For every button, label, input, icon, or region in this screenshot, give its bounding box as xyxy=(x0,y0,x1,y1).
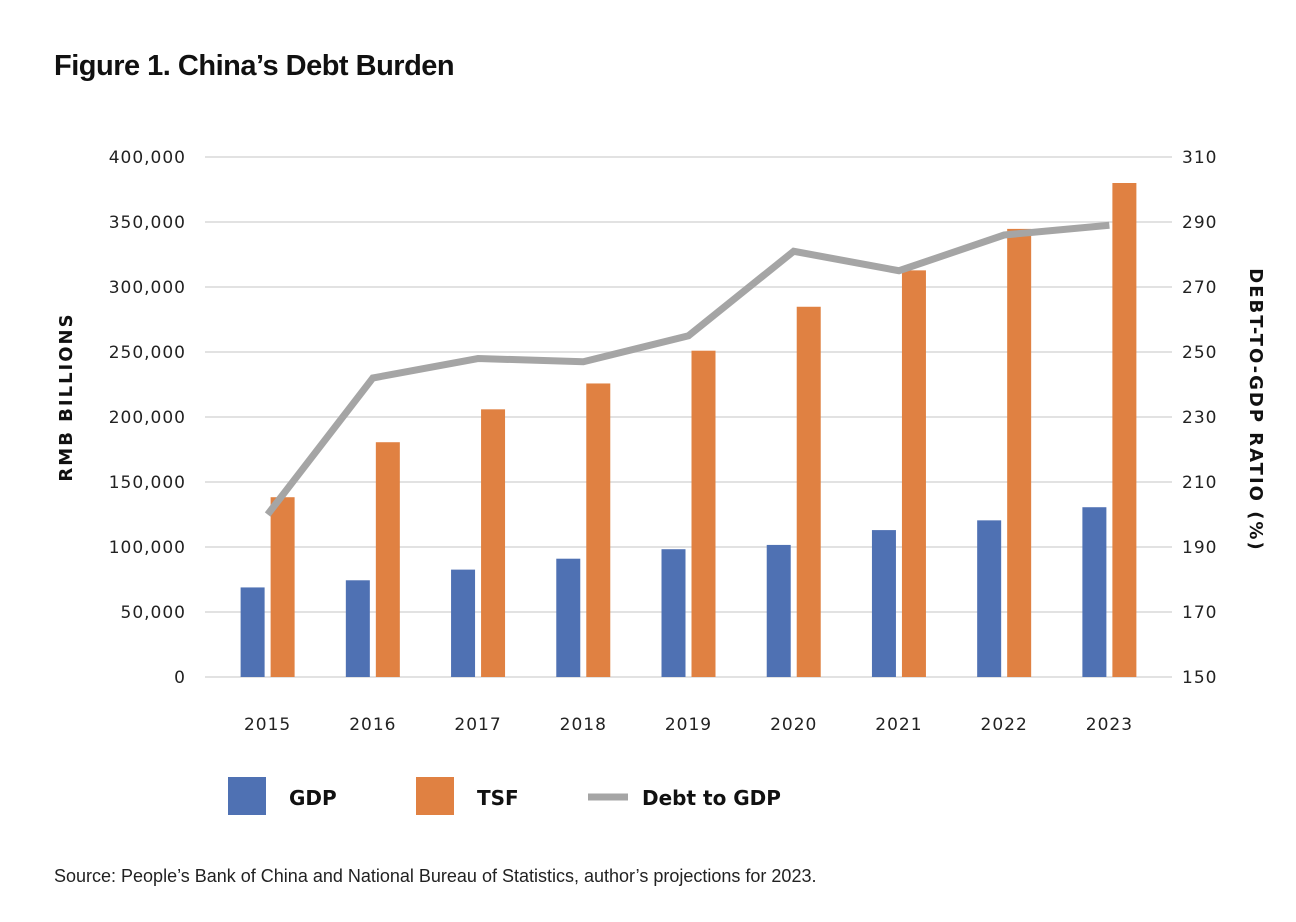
x-tick-label: 2017 xyxy=(454,715,501,735)
chart-title: Figure 1. China’s Debt Burden xyxy=(54,50,455,82)
bar-gdp-2018 xyxy=(556,558,581,677)
y-tick-label: 150,000 xyxy=(109,473,186,493)
y-tick-label: 300,000 xyxy=(109,278,186,298)
y-tick-label: 400,000 xyxy=(109,148,186,168)
x-tick-label: 2015 xyxy=(244,715,291,735)
x-tick-label: 2020 xyxy=(770,715,817,735)
y2-tick-label: 310 xyxy=(1182,148,1217,168)
y2-tick-label: 190 xyxy=(1182,538,1217,558)
bar-tsf-2017 xyxy=(481,409,506,677)
x-tick-label: 2022 xyxy=(981,715,1028,735)
y2-tick-label: 170 xyxy=(1182,603,1217,623)
x-tick-label: 2021 xyxy=(875,715,922,735)
y2-tick-label: 150 xyxy=(1182,668,1217,688)
bar-tsf-2019 xyxy=(691,350,716,677)
legend-swatch-tsf xyxy=(416,777,454,815)
bar-tsf-2015 xyxy=(270,497,295,677)
bar-gdp-2020 xyxy=(766,544,791,677)
bar-gdp-2015 xyxy=(240,587,265,677)
x-tick-label: 2023 xyxy=(1086,715,1133,735)
y2-tick-label: 270 xyxy=(1182,278,1217,298)
bar-tsf-2021 xyxy=(901,270,926,677)
y-tick-label: 350,000 xyxy=(109,213,186,233)
legend-label-gdp: GDP xyxy=(289,786,337,810)
bar-tsf-2023 xyxy=(1112,183,1137,677)
source-note: Source: People’s Bank of China and Natio… xyxy=(54,866,817,886)
legend-label-debt-to-gdp: Debt to GDP xyxy=(642,786,781,810)
bar-gdp-2023 xyxy=(1082,507,1107,677)
x-tick-label: 2016 xyxy=(349,715,396,735)
x-tick-label: 2018 xyxy=(560,715,607,735)
bar-tsf-2018 xyxy=(586,383,611,677)
bar-gdp-2022 xyxy=(977,520,1002,677)
y-tick-label: 100,000 xyxy=(109,538,186,558)
y2-tick-label: 210 xyxy=(1182,473,1217,493)
bar-tsf-2016 xyxy=(375,442,400,677)
y2-tick-label: 230 xyxy=(1182,408,1217,428)
y-tick-label: 200,000 xyxy=(109,408,186,428)
x-tick-label: 2019 xyxy=(665,715,712,735)
bar-gdp-2017 xyxy=(451,569,476,677)
y-tick-label: 250,000 xyxy=(109,343,186,363)
y-tick-label: 0 xyxy=(174,668,186,688)
legend-label-tsf: TSF xyxy=(477,786,519,810)
y-axis-label: RMB BILLIONS xyxy=(56,312,77,481)
bar-gdp-2019 xyxy=(661,549,686,677)
bar-gdp-2016 xyxy=(345,580,370,677)
y2-tick-label: 290 xyxy=(1182,213,1217,233)
legend-swatch-gdp xyxy=(228,777,266,815)
bar-tsf-2020 xyxy=(796,306,821,677)
bar-gdp-2021 xyxy=(871,530,896,677)
y-tick-label: 50,000 xyxy=(121,603,186,623)
y2-axis-label: DEBT-TO-GDP RATIO (%) xyxy=(1245,268,1266,551)
y2-tick-label: 250 xyxy=(1182,343,1217,363)
bar-tsf-2022 xyxy=(1007,228,1032,677)
